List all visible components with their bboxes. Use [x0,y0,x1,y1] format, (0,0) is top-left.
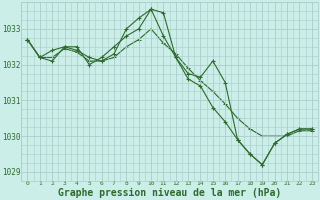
X-axis label: Graphe pression niveau de la mer (hPa): Graphe pression niveau de la mer (hPa) [58,188,281,198]
